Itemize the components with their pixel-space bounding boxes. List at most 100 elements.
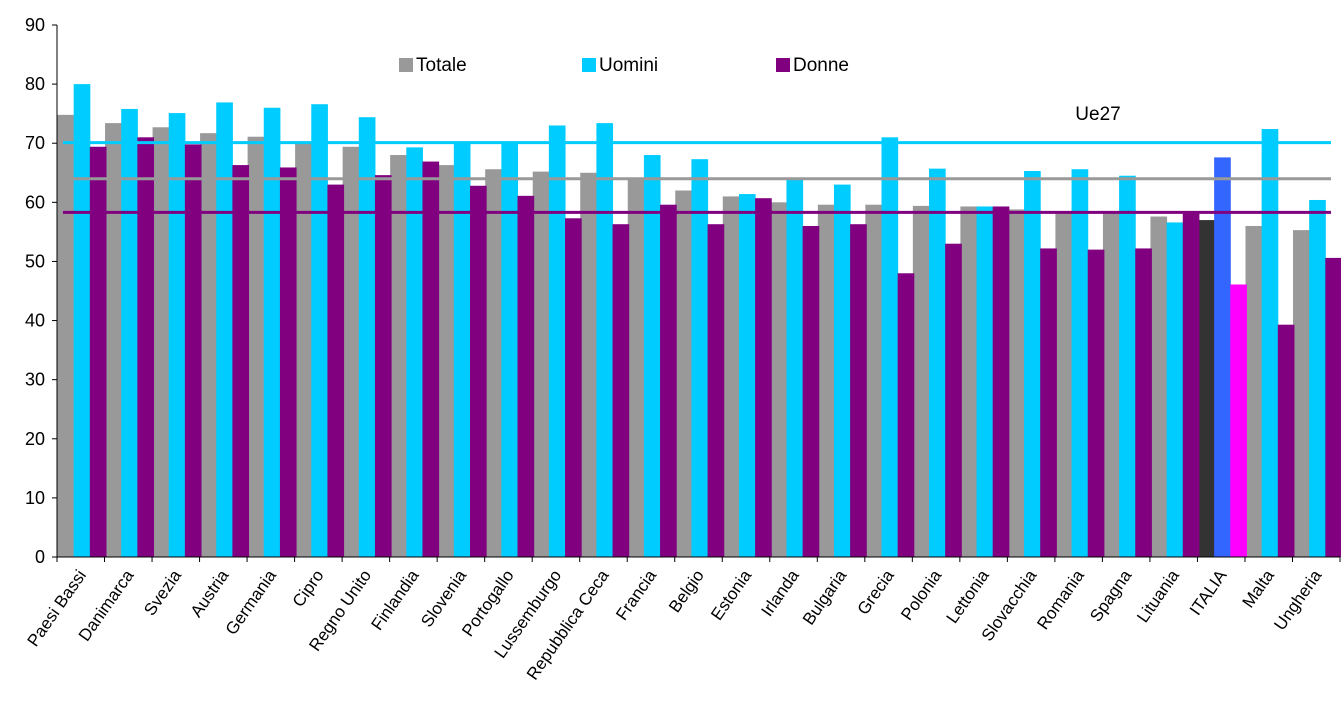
- bar-donne-12: [660, 204, 677, 557]
- bar-totale-16: [817, 204, 835, 557]
- bar-totale-21: [1055, 211, 1073, 557]
- bar-totale-23: [1150, 216, 1168, 557]
- x-category-label: Bulgaria: [799, 566, 851, 628]
- bar-donne-7: [422, 161, 440, 558]
- bar-uomini-14: [738, 194, 756, 557]
- bar-totale-6: [342, 146, 360, 557]
- x-category-label: Finlandia: [368, 566, 423, 634]
- legend-label-totale: Totale: [416, 55, 467, 76]
- bar-donne-19: [992, 206, 1010, 557]
- bar-totale-18: [912, 205, 930, 557]
- x-category-label: Cipro: [289, 566, 328, 610]
- legend-label-donne: Donne: [793, 55, 849, 76]
- bar-totale-2: [152, 127, 170, 557]
- bar-uomini-24: [1214, 157, 1231, 557]
- x-category-label: Ungheria: [1270, 566, 1325, 634]
- y-tick-label: 20: [25, 429, 45, 449]
- x-category-label: Polonia: [897, 566, 945, 624]
- bar-uomini-9: [501, 143, 519, 557]
- bar-totale-11: [580, 172, 597, 557]
- x-category-label: Spagna: [1086, 566, 1135, 625]
- bar-uomini-19: [976, 206, 994, 557]
- y-tick-label: 60: [25, 192, 45, 212]
- legend: Totale Uomini Donne: [399, 55, 849, 76]
- axes-layer: [56, 25, 1340, 558]
- y-ticks-layer: 0 10 20 30 40 50 60 70 80 90: [25, 15, 57, 567]
- bar-uomini-0: [73, 84, 91, 558]
- bar-uomini-22: [1119, 175, 1136, 558]
- legend-swatch-uomini: [582, 58, 596, 72]
- bar-uomini-23: [1166, 222, 1184, 557]
- bar-donne-8: [469, 185, 487, 557]
- bar-donne-3: [232, 165, 250, 557]
- x-category-label: Svezia: [140, 566, 185, 619]
- bar-donne-9: [517, 195, 535, 557]
- bar-totale-15: [770, 202, 787, 557]
- bar-totale-8: [437, 165, 455, 557]
- bar-donne-20: [1040, 248, 1057, 557]
- bar-donne-26: [1325, 257, 1341, 557]
- x-category-label: Slovenia: [417, 566, 470, 631]
- bar-donne-2: [184, 144, 202, 557]
- bar-totale-1: [105, 123, 122, 558]
- reference-lines-layer: [63, 141, 1331, 214]
- bar-donne-16: [850, 224, 867, 557]
- bar-donne-6: [374, 175, 392, 557]
- bar-donne-18: [945, 243, 962, 557]
- bar-uomini-3: [216, 102, 233, 557]
- bar-totale-5: [295, 143, 312, 557]
- bar-donne-0: [89, 146, 107, 557]
- bar-donne-5: [327, 184, 345, 557]
- x-category-label: Lituania: [1133, 566, 1183, 626]
- bar-donne-13: [707, 224, 725, 557]
- bar-donne-4: [279, 167, 297, 557]
- bar-totale-19: [960, 206, 978, 557]
- bar-donne-22: [1135, 248, 1152, 557]
- bar-donne-25: [1277, 324, 1295, 557]
- bar-uomini-12: [643, 155, 661, 558]
- y-tick-label: 80: [25, 74, 45, 94]
- bar-totale-25: [1245, 225, 1263, 558]
- bar-donne-21: [1087, 249, 1105, 557]
- legend-swatch-donne: [776, 58, 790, 72]
- bar-totale-9: [485, 169, 502, 558]
- x-category-label: Lettonia: [943, 566, 994, 627]
- x-category-label: Repubblica Ceca: [523, 566, 613, 683]
- bar-uomini-15: [786, 178, 804, 557]
- y-tick-label: 0: [35, 547, 45, 567]
- bar-donne-14: [755, 198, 772, 557]
- y-tick-label: 30: [25, 370, 45, 390]
- bar-uomini-4: [263, 107, 281, 557]
- bar-uomini-11: [596, 123, 614, 558]
- y-tick-label: 50: [25, 251, 45, 271]
- legend-swatch-totale: [399, 58, 413, 72]
- x-category-label: ITALIA: [1186, 566, 1231, 619]
- bar-uomini-8: [453, 143, 471, 557]
- x-category-label: Francia: [612, 566, 660, 624]
- bar-donne-11: [612, 224, 630, 557]
- bar-totale-14: [722, 196, 740, 558]
- bar-uomini-10: [548, 125, 566, 558]
- bar-totale-3: [200, 133, 217, 558]
- bars-layer: [57, 84, 1341, 558]
- bar-totale-12: [627, 178, 645, 557]
- bar-uomini-1: [121, 108, 138, 557]
- x-category-label: Grecia: [854, 566, 899, 618]
- reference-label: Ue27: [1075, 104, 1120, 125]
- bar-uomini-26: [1309, 199, 1326, 557]
- bar-totale-20: [1007, 209, 1025, 557]
- x-category-label: Irlanda: [757, 566, 803, 620]
- bar-totale-7: [390, 155, 407, 558]
- bar-uomini-18: [929, 168, 946, 557]
- x-category-label: Belgio: [665, 566, 708, 616]
- bar-totale-13: [675, 190, 692, 557]
- bar-uomini-5: [311, 104, 328, 558]
- bar-uomini-16: [833, 184, 851, 557]
- bar-uomini-17: [881, 137, 899, 557]
- bar-donne-24: [1230, 284, 1247, 557]
- bar-uomini-6: [358, 117, 376, 558]
- bar-uomini-2: [168, 113, 186, 557]
- x-category-label: Austria: [187, 566, 233, 621]
